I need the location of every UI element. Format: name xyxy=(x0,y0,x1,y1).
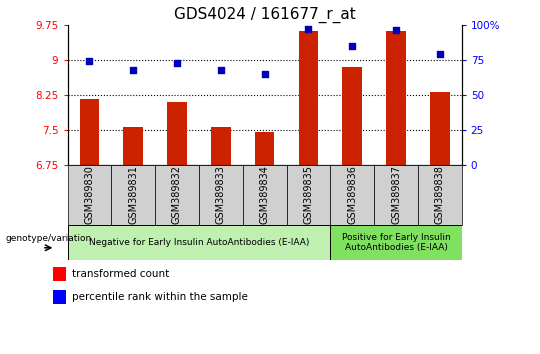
Bar xyxy=(287,165,330,225)
Bar xyxy=(155,165,199,225)
Point xyxy=(304,26,313,32)
Text: GSM389835: GSM389835 xyxy=(303,165,313,224)
Bar xyxy=(374,165,418,225)
Bar xyxy=(211,127,231,165)
Text: Positive for Early Insulin
AutoAntibodies (E-IAA): Positive for Early Insulin AutoAntibodie… xyxy=(342,233,450,252)
Bar xyxy=(167,102,187,165)
Bar xyxy=(53,267,66,281)
Bar xyxy=(330,225,462,260)
Point xyxy=(217,67,225,72)
Bar xyxy=(199,165,242,225)
Text: GSM389837: GSM389837 xyxy=(391,165,401,224)
Point xyxy=(173,60,181,65)
Point xyxy=(392,28,400,33)
Point xyxy=(260,71,269,76)
Bar xyxy=(418,165,462,225)
Bar xyxy=(79,99,99,165)
Point xyxy=(348,43,356,48)
Bar xyxy=(330,165,374,225)
Point xyxy=(85,58,94,64)
Text: GSM389830: GSM389830 xyxy=(84,165,94,224)
Text: Negative for Early Insulin AutoAntibodies (E-IAA): Negative for Early Insulin AutoAntibodie… xyxy=(89,238,309,247)
Bar xyxy=(123,127,143,165)
Bar xyxy=(255,132,274,165)
Bar xyxy=(342,67,362,165)
Bar xyxy=(299,31,318,165)
Text: GSM389832: GSM389832 xyxy=(172,165,182,224)
Bar xyxy=(242,165,287,225)
Text: percentile rank within the sample: percentile rank within the sample xyxy=(72,292,248,302)
Text: GSM389838: GSM389838 xyxy=(435,165,445,224)
Bar xyxy=(430,92,450,165)
Title: GDS4024 / 161677_r_at: GDS4024 / 161677_r_at xyxy=(174,7,355,23)
Bar xyxy=(53,290,66,304)
Text: transformed count: transformed count xyxy=(72,269,170,279)
Text: GSM389833: GSM389833 xyxy=(216,165,226,224)
Bar xyxy=(111,165,155,225)
Bar xyxy=(386,31,406,165)
Bar xyxy=(68,165,111,225)
Text: GSM389831: GSM389831 xyxy=(128,165,138,224)
Bar xyxy=(68,225,330,260)
Text: GSM389834: GSM389834 xyxy=(260,165,269,224)
Point xyxy=(435,51,444,57)
Point xyxy=(129,67,138,72)
Text: GSM389836: GSM389836 xyxy=(347,165,357,224)
Text: genotype/variation: genotype/variation xyxy=(5,234,92,243)
